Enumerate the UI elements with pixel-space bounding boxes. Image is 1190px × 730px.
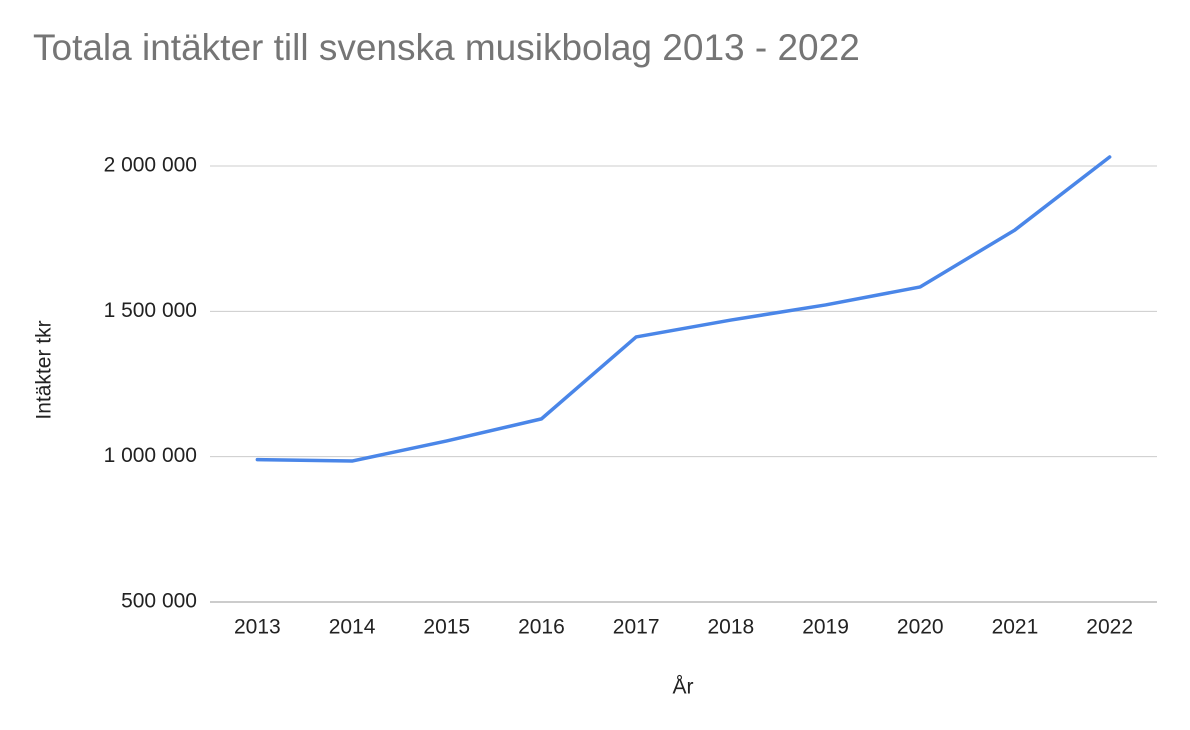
x-tick-label: 2022 bbox=[1086, 616, 1133, 639]
chart-title: Totala intäkter till svenska musikbolag … bbox=[33, 27, 860, 68]
y-tick-label: 1 000 000 bbox=[104, 444, 197, 467]
x-tick-label: 2015 bbox=[423, 616, 470, 639]
x-tick-label: 2016 bbox=[518, 616, 565, 639]
x-tick-label: 2019 bbox=[802, 616, 849, 639]
y-axis-label: Intäkter tkr bbox=[33, 320, 56, 419]
x-tick-label: 2018 bbox=[707, 616, 754, 639]
x-tick-label: 2014 bbox=[329, 616, 376, 639]
x-tick-label: 2017 bbox=[613, 616, 660, 639]
y-tick-label: 500 000 bbox=[121, 590, 197, 613]
x-tick-label: 2013 bbox=[234, 616, 281, 639]
x-tick-label: 2020 bbox=[897, 616, 944, 639]
data-line bbox=[255, 155, 1112, 463]
x-axis-label: År bbox=[673, 676, 694, 699]
y-tick-label: 1 500 000 bbox=[104, 299, 197, 322]
x-tick-label: 2021 bbox=[992, 616, 1039, 639]
y-tick-label: 2 000 000 bbox=[104, 154, 197, 177]
